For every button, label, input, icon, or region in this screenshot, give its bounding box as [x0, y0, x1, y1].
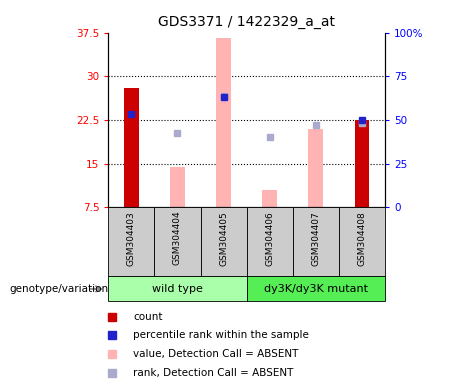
Bar — [247, 276, 385, 301]
Title: GDS3371 / 1422329_a_at: GDS3371 / 1422329_a_at — [158, 15, 335, 29]
Text: rank, Detection Call = ABSENT: rank, Detection Call = ABSENT — [134, 367, 294, 378]
Text: dy3K/dy3K mutant: dy3K/dy3K mutant — [264, 284, 368, 294]
Bar — [108, 276, 247, 301]
Text: wild type: wild type — [152, 284, 203, 294]
Bar — [339, 207, 385, 276]
Bar — [262, 190, 277, 207]
Text: genotype/variation: genotype/variation — [9, 284, 108, 294]
Text: GSM304407: GSM304407 — [311, 211, 320, 266]
Text: GSM304406: GSM304406 — [265, 211, 274, 266]
Bar — [170, 167, 185, 207]
Bar — [293, 207, 339, 276]
Bar — [216, 38, 231, 207]
Text: GSM304408: GSM304408 — [357, 211, 366, 266]
Bar — [355, 120, 369, 207]
Text: value, Detection Call = ABSENT: value, Detection Call = ABSENT — [134, 349, 299, 359]
Bar — [247, 207, 293, 276]
Text: percentile rank within the sample: percentile rank within the sample — [134, 330, 309, 340]
Bar — [154, 207, 201, 276]
Text: GSM304405: GSM304405 — [219, 211, 228, 266]
Text: count: count — [134, 311, 163, 321]
Bar — [108, 207, 154, 276]
Bar — [308, 129, 323, 207]
Bar — [124, 88, 139, 207]
Text: GSM304404: GSM304404 — [173, 211, 182, 265]
Bar — [201, 207, 247, 276]
Text: GSM304403: GSM304403 — [127, 211, 136, 266]
